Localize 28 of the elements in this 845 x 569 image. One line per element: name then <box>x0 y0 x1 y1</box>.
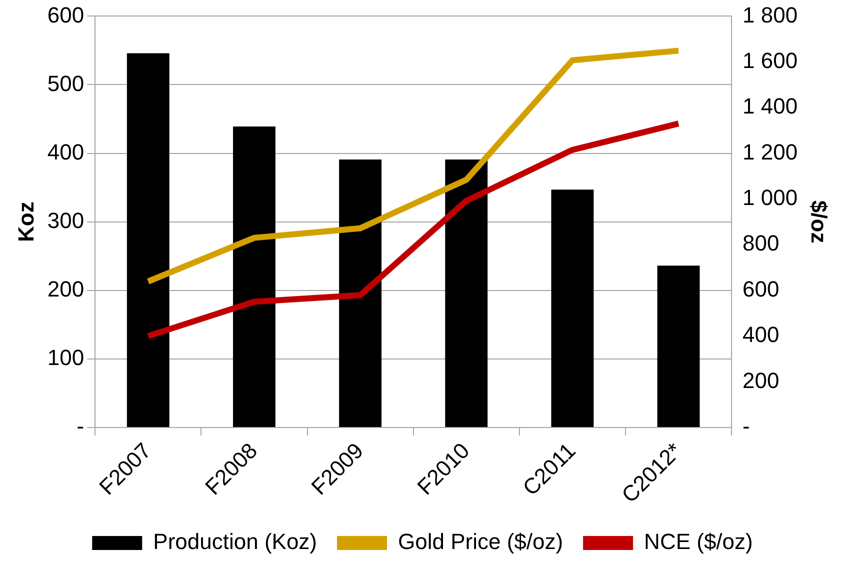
y2-tick-label: 600 <box>742 276 780 302</box>
y2-tick-label: 1 000 <box>742 185 798 210</box>
y-tick-label: 300 <box>47 208 84 233</box>
y2-tick-label: 400 <box>742 322 780 348</box>
y-tick-label: - <box>76 414 84 438</box>
y2-axis-title: $/oz <box>806 200 832 244</box>
bar <box>339 159 382 427</box>
bar <box>445 159 488 427</box>
y-tick-label: 200 <box>47 276 84 302</box>
legend-label: Gold Price ($/oz) <box>398 529 564 554</box>
y-axis-title: Koz <box>13 202 38 242</box>
bar <box>233 126 276 427</box>
y2-tick-label: 1 200 <box>742 139 798 164</box>
y2-tick-label: 200 <box>742 368 780 393</box>
y2-tick-label: - <box>742 414 750 438</box>
y-tick-label: 100 <box>47 344 84 370</box>
y-tick-label: 600 <box>47 2 84 28</box>
y2-tick-label: 800 <box>742 230 780 256</box>
legend-label: NCE ($/oz) <box>644 529 753 554</box>
y2-tick-label: 1 400 <box>742 94 798 119</box>
legend-label: Production (Koz) <box>153 529 318 554</box>
bar <box>657 266 700 427</box>
y-tick-label: 400 <box>47 139 84 164</box>
bar <box>126 53 170 427</box>
bar <box>551 190 594 427</box>
y-tick-label: 500 <box>47 70 84 96</box>
y2-tick-label: 1 600 <box>742 48 798 73</box>
y2-tick-label: 1 800 <box>742 2 798 28</box>
